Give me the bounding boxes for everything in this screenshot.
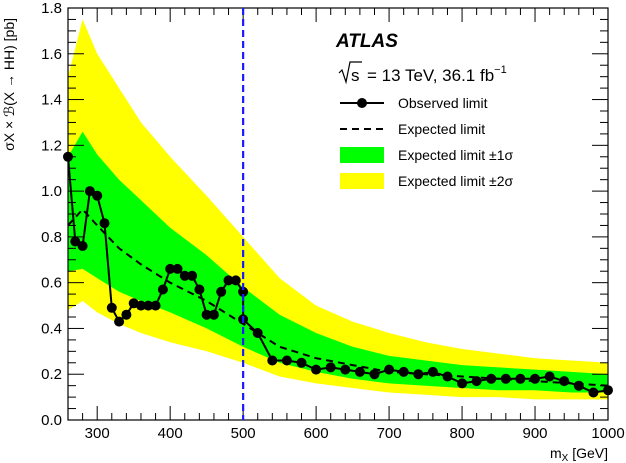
legend-observed-marker bbox=[357, 98, 367, 108]
observed-point bbox=[70, 236, 81, 247]
observed-point bbox=[179, 270, 190, 281]
observed-point bbox=[106, 302, 117, 313]
band-1sigma bbox=[68, 131, 608, 393]
energy-sqrt-s: s bbox=[351, 66, 360, 85]
sqrt-symbol bbox=[338, 61, 362, 85]
observed-point bbox=[230, 275, 241, 286]
observed-point bbox=[515, 373, 526, 384]
x-tick-label: 700 bbox=[377, 425, 402, 442]
x-tick-label: 600 bbox=[304, 425, 329, 442]
x-tick-label: 900 bbox=[523, 425, 548, 442]
legend-label: Observed limit bbox=[398, 95, 488, 111]
observed-point bbox=[457, 378, 468, 389]
observed-point bbox=[92, 190, 103, 201]
observed-point bbox=[165, 263, 176, 274]
observed-point bbox=[559, 376, 570, 387]
experiment-label: ATLAS bbox=[335, 31, 398, 52]
observed-point bbox=[84, 186, 95, 197]
y-tick-label: 1.6 bbox=[41, 46, 62, 63]
observed-point bbox=[354, 366, 365, 377]
observed-point bbox=[208, 309, 219, 320]
x-axis-title: mX [GeV] bbox=[550, 445, 608, 463]
expected-limit-line bbox=[67, 207, 609, 387]
legend-band-1sigma-swatch bbox=[340, 147, 384, 163]
legend-label: Expected limit bbox=[398, 121, 485, 137]
y-tick-label: 1.8 bbox=[41, 0, 62, 17]
y-axis-title: σX × ℬ(X → HH) [pb] bbox=[1, 18, 17, 151]
observed-point bbox=[413, 369, 424, 380]
observed-point bbox=[588, 387, 599, 398]
observed-point bbox=[427, 366, 438, 377]
x-tick-label: 800 bbox=[450, 425, 475, 442]
y-tick-label: 0.4 bbox=[41, 320, 62, 337]
observed-point bbox=[223, 275, 234, 286]
axis-ticks bbox=[67, 7, 609, 421]
x-tick-label: 300 bbox=[85, 425, 110, 442]
observed-point bbox=[172, 263, 183, 274]
x-tick-label: 500 bbox=[231, 425, 256, 442]
observed-point bbox=[311, 364, 322, 375]
y-tick-label: 0.2 bbox=[41, 366, 62, 383]
y-tick-label: 0.8 bbox=[41, 229, 62, 246]
observed-point bbox=[194, 284, 205, 295]
observed-point bbox=[325, 362, 336, 373]
legend-band-2sigma-swatch bbox=[340, 173, 384, 189]
x-tick-label: 400 bbox=[158, 425, 183, 442]
observed-point bbox=[267, 355, 278, 366]
y-tick-label: 1.4 bbox=[41, 92, 62, 109]
observed-point bbox=[369, 369, 380, 380]
legend: Observed limit Expected limit Expected lim… bbox=[340, 95, 514, 189]
observed-point bbox=[442, 371, 453, 382]
legend-label: Expected limit ±2σ bbox=[398, 173, 514, 189]
observed-point bbox=[544, 371, 555, 382]
y-tick-label: 1.0 bbox=[41, 183, 62, 200]
observed-point bbox=[99, 218, 110, 229]
observed-point bbox=[340, 364, 351, 375]
observed-point bbox=[77, 241, 88, 251]
observed-point bbox=[486, 373, 497, 384]
observed-point bbox=[252, 328, 263, 338]
observed-point bbox=[187, 270, 198, 281]
observed-point bbox=[384, 364, 395, 375]
observed-point bbox=[121, 309, 132, 320]
observed-point bbox=[238, 286, 249, 297]
observed-point bbox=[150, 300, 161, 311]
y-tick-label: 0.0 bbox=[41, 412, 62, 429]
observed-point bbox=[471, 376, 482, 387]
y-tick-label: 0.6 bbox=[41, 275, 62, 292]
uncertainty-bands bbox=[68, 19, 608, 400]
x-tick-label: 1000 bbox=[591, 425, 624, 442]
observed-point bbox=[500, 373, 511, 384]
observed-point bbox=[530, 373, 540, 384]
energy-label: s = 13 TeV, 36.1 fb−1 bbox=[338, 61, 507, 85]
energy-text: = 13 TeV, 36.1 fb−1 bbox=[367, 64, 507, 85]
observed-point bbox=[136, 300, 146, 311]
observed-point bbox=[573, 380, 584, 391]
observed-markers bbox=[63, 151, 613, 398]
y-tick-label: 1.2 bbox=[41, 137, 62, 154]
observed-point bbox=[157, 284, 168, 295]
observed-point bbox=[114, 316, 125, 327]
legend-label: Expected limit ±1σ bbox=[398, 147, 514, 163]
observed-point bbox=[398, 366, 409, 377]
observed-point bbox=[143, 300, 154, 311]
tick-labels: 300 400 500 600 700 800 900 1000 0.0 0.2 0.4 0.6 0.8… bbox=[41, 0, 625, 442]
observed-point bbox=[281, 355, 292, 366]
observed-point bbox=[201, 309, 212, 320]
observed-point bbox=[296, 357, 307, 368]
observed-point bbox=[216, 286, 227, 297]
